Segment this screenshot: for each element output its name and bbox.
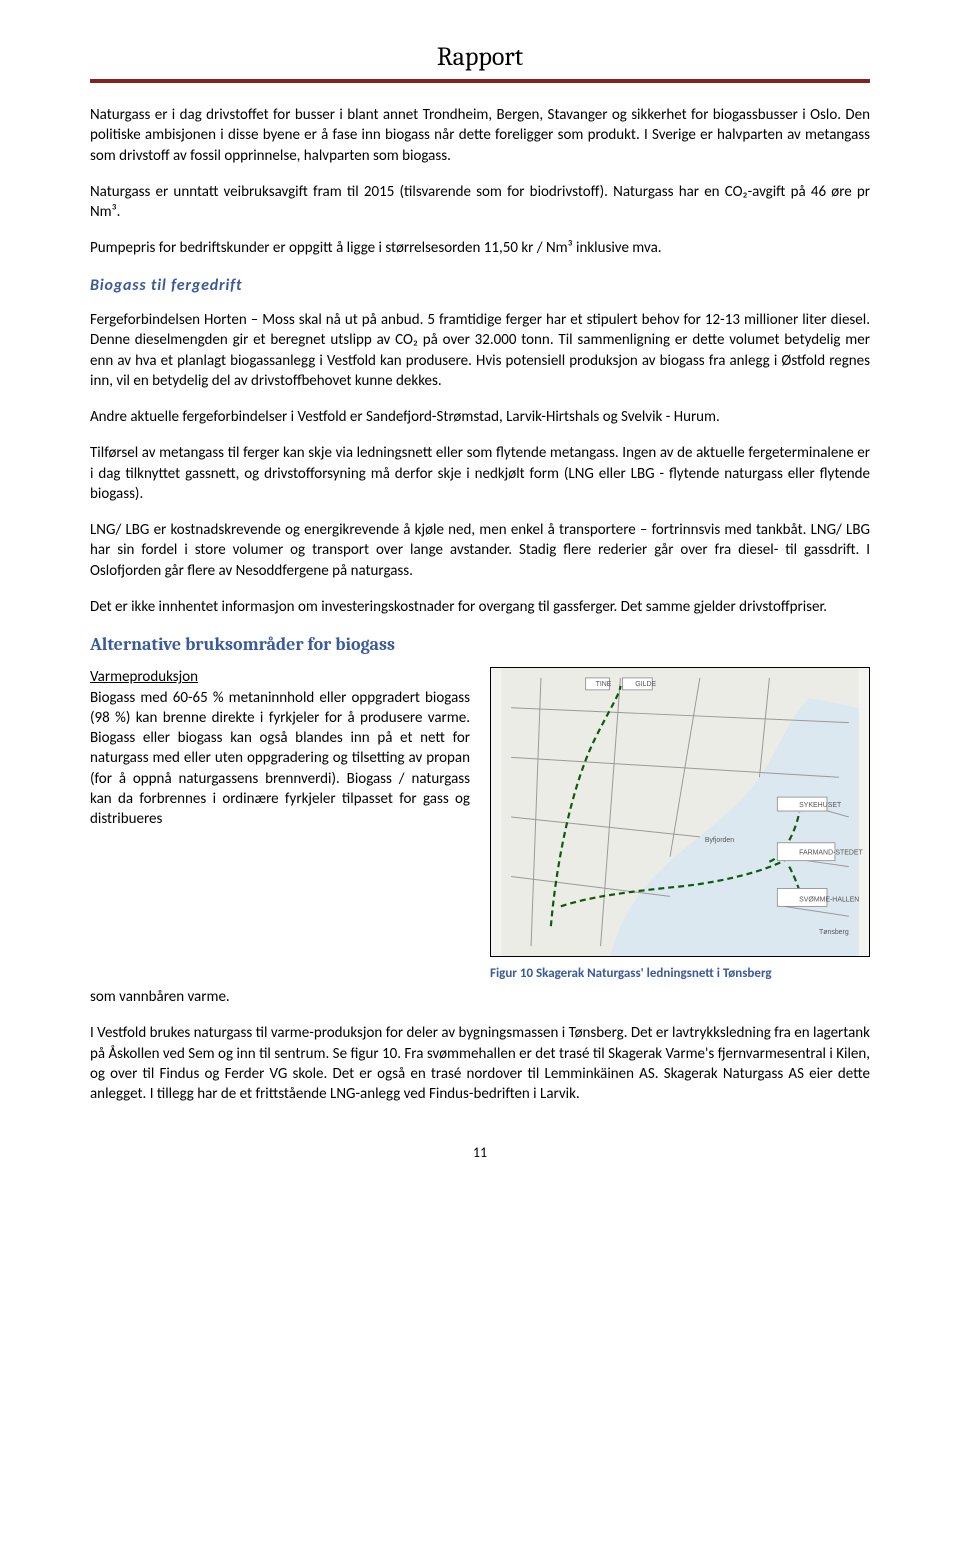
map-svg: TINE GILDE SYKEHUSET FARMAND-STEDET SVØMME-H… — [491, 668, 869, 956]
two-column-layout: Varmeproduksjon Biogass med 60-65 % meta… — [90, 667, 870, 983]
map-figure: TINE GILDE SYKEHUSET FARMAND-STEDET SVØMME-H… — [490, 667, 870, 957]
section-heading-alternative: Alternative bruksområder for biogass — [90, 633, 870, 657]
map-label-text: SVØMME-HALLEN — [799, 897, 859, 904]
map-label-text: Byfjorden — [705, 837, 734, 844]
map-label-text: Tønsberg — [819, 930, 849, 937]
map-label-text: FARMAND-STEDET — [799, 850, 863, 857]
column-map: TINE GILDE SYKEHUSET FARMAND-STEDET SVØMME-H… — [490, 667, 870, 983]
map-label-text: SYKEHUSET — [799, 803, 842, 810]
paragraph-3: Pumpepris for bedriftskunder er oppgitt … — [90, 238, 870, 258]
header-title: Rapport — [90, 40, 870, 79]
paragraph-8: Det er ikke innhentet informasjon om inv… — [90, 597, 870, 617]
som-vannbaren-varme: som vannbåren varme. — [90, 987, 870, 1007]
subheading-biogass-fergedrift: Biogass til fergedrift — [90, 275, 870, 297]
paragraph-1: Naturgass er i dag drivstoffet for busse… — [90, 105, 870, 166]
column-text: Varmeproduksjon Biogass med 60-65 % meta… — [90, 667, 470, 829]
paragraph-6: Tilførsel av metangass til ferger kan sk… — [90, 443, 870, 504]
paragraph-7: LNG/ LBG er kostnadskrevende og energikr… — [90, 520, 870, 581]
varmeproduksjon-body: Biogass med 60-65 % metaninnhold eller o… — [90, 689, 470, 829]
map-label-text: TINE — [596, 681, 612, 688]
header-rule — [90, 79, 870, 83]
map-caption: Figur 10 Skagerak Naturgass' ledningsnet… — [490, 965, 870, 983]
map-label-text: GILDE — [635, 681, 656, 688]
page-number: 11 — [90, 1144, 870, 1163]
paragraph-5: Andre aktuelle fergeforbindelser i Vestf… — [90, 407, 870, 427]
paragraph-2: Naturgass er unntatt veibruksavgift fram… — [90, 182, 870, 223]
paragraph-vestfold: I Vestfold brukes naturgass til varme-pr… — [90, 1023, 870, 1104]
paragraph-4: Fergeforbindelsen Horten – Moss skal nå … — [90, 310, 870, 391]
varmeproduksjon-heading: Varmeproduksjon — [90, 668, 198, 686]
